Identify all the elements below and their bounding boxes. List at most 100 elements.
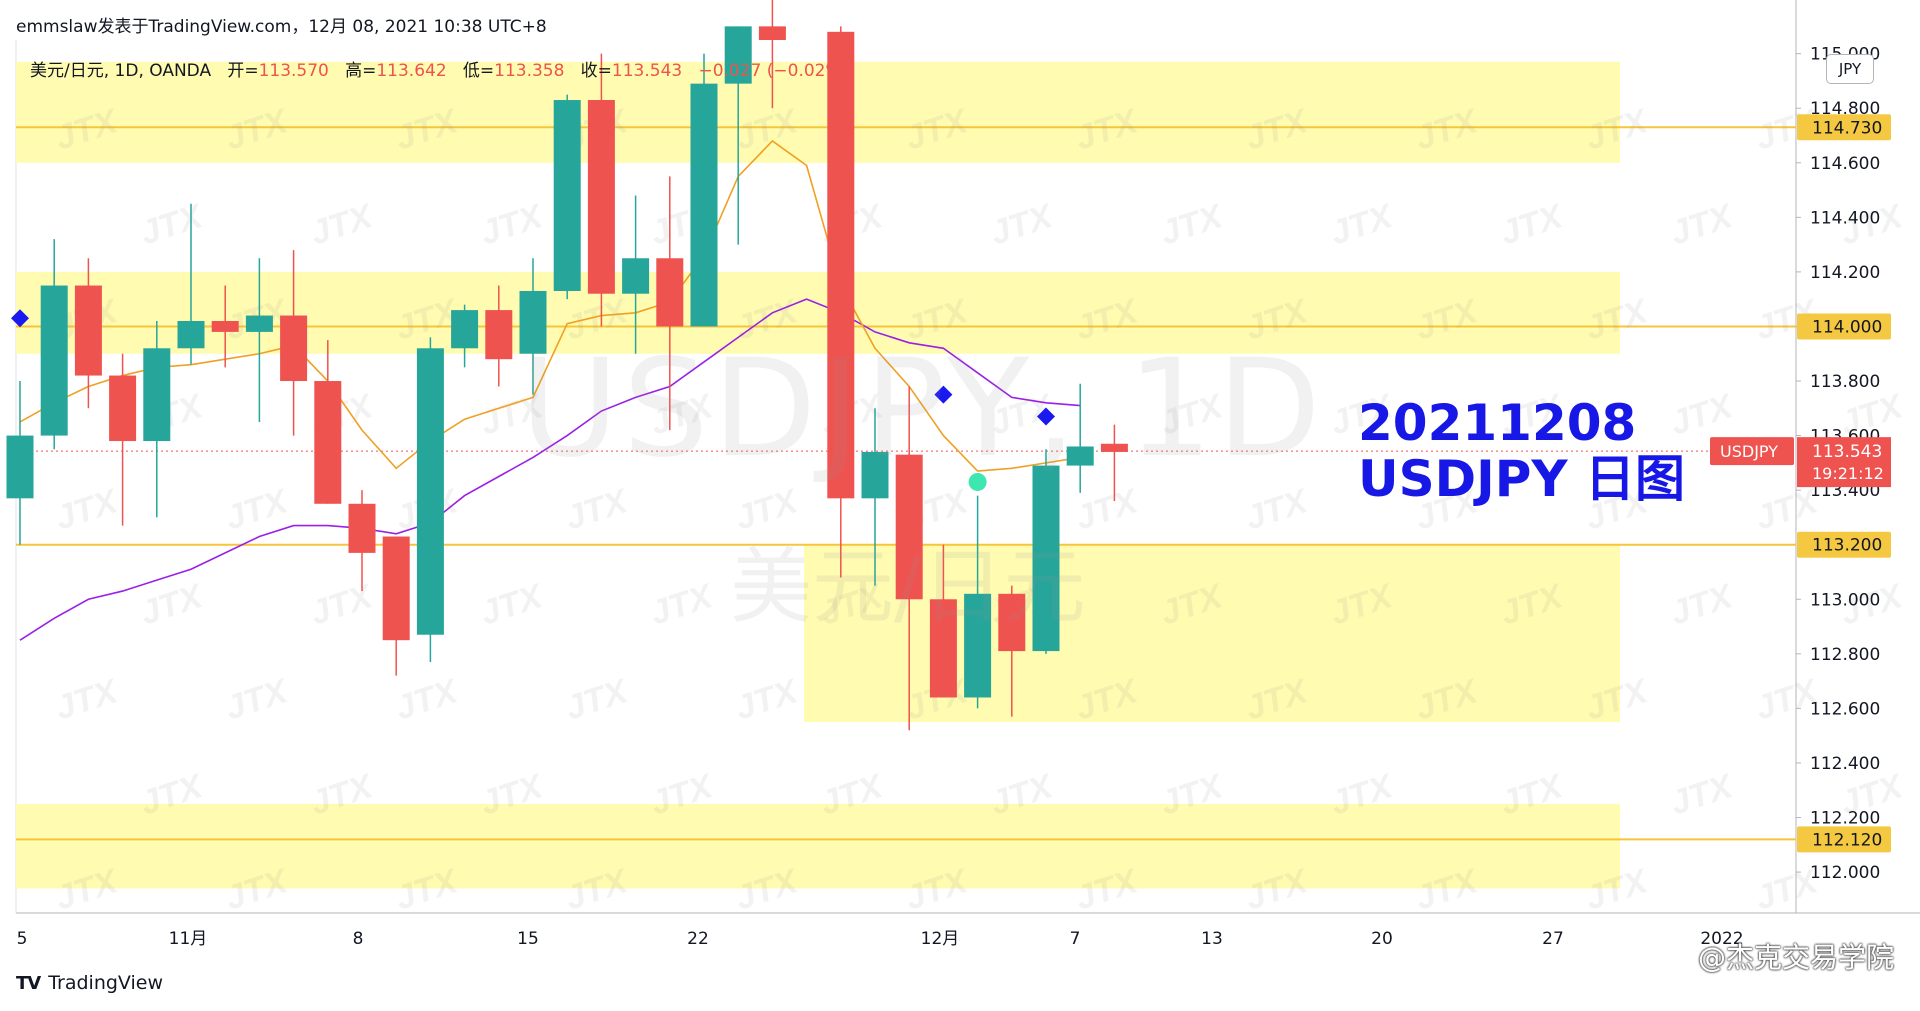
candle-body bbox=[998, 593, 1026, 652]
open-label: 开= bbox=[227, 61, 259, 81]
level-price-tag bbox=[1797, 114, 1891, 141]
jtx-watermark: JTX bbox=[1496, 196, 1569, 252]
signal-diamond bbox=[11, 309, 29, 328]
candle-body bbox=[553, 100, 581, 291]
level-price-tag bbox=[1797, 826, 1891, 853]
weibo-watermark: @杰克交易学院 bbox=[1697, 941, 1894, 974]
symbol-tag bbox=[1710, 437, 1794, 466]
change-value: −0.027 (−0.02%) bbox=[698, 61, 849, 81]
jtx-watermark: JTX bbox=[1666, 196, 1739, 252]
price-tag-value: 113.543 bbox=[1812, 442, 1882, 462]
jtx-watermark: JTX bbox=[986, 196, 1059, 252]
candle-body bbox=[109, 375, 137, 442]
jtx-watermark: JTX bbox=[1156, 196, 1229, 252]
support-resistance-zone bbox=[16, 61, 1620, 163]
symbol-line: 美元/日元, 1D, OANDA bbox=[30, 61, 212, 81]
candle-body bbox=[348, 503, 376, 553]
candle-body bbox=[690, 83, 718, 327]
candle-body bbox=[724, 26, 752, 84]
candle-body bbox=[211, 320, 239, 332]
y-tick-label: 114.200 bbox=[1810, 263, 1880, 283]
jtx-watermark: JTX bbox=[306, 576, 379, 632]
jtx-watermark: JTX bbox=[1666, 766, 1739, 822]
jtx-watermark: JTX bbox=[136, 576, 209, 632]
x-tick-label: 12月 bbox=[921, 929, 960, 949]
level-price-label: 112.120 bbox=[1812, 830, 1882, 850]
jtx-watermark: JTX bbox=[646, 576, 719, 632]
ohlc-legend: 美元/日元, 1D, OANDA 开=113.570 高=113.642 低=1… bbox=[30, 56, 848, 81]
x-tick-label: 15 bbox=[517, 929, 539, 949]
high-value: 113.642 bbox=[376, 61, 447, 81]
y-tick-label: 112.400 bbox=[1810, 754, 1880, 774]
candle-body bbox=[314, 381, 342, 504]
candle-body bbox=[895, 454, 923, 600]
x-tick-label: 13 bbox=[1201, 929, 1223, 949]
candle-body bbox=[1032, 465, 1060, 652]
jtx-watermark: JTX bbox=[476, 196, 549, 252]
jtx-watermark: JTX bbox=[221, 671, 294, 727]
candle-body bbox=[587, 100, 615, 294]
candle-body bbox=[827, 31, 855, 499]
candle-body bbox=[929, 599, 957, 698]
x-tick-label: 11月 bbox=[169, 929, 208, 949]
price-tag bbox=[1797, 437, 1891, 488]
x-tick-label: 8 bbox=[353, 929, 364, 949]
candle-body bbox=[280, 315, 308, 382]
jtx-watermark: JTX bbox=[136, 196, 209, 252]
symbol-tag-label: USDJPY bbox=[1720, 442, 1778, 461]
sma-slow-line bbox=[19, 298, 1081, 641]
y-tick-label: 114.600 bbox=[1810, 154, 1880, 174]
candle-body bbox=[964, 593, 992, 698]
candle-body bbox=[177, 320, 205, 349]
jtx-watermark: JTX bbox=[476, 576, 549, 632]
y-tick-label: 114.400 bbox=[1810, 208, 1880, 228]
signal-diamond bbox=[1037, 407, 1055, 426]
y-tick-label: 112.800 bbox=[1810, 645, 1880, 665]
price-tag-countdown: 19:21:12 bbox=[1812, 464, 1884, 483]
support-resistance-zone bbox=[16, 803, 1620, 889]
tradingview-logo[interactable]: TV TradingView bbox=[16, 972, 163, 994]
level-price-label: 114.000 bbox=[1812, 317, 1882, 337]
jtx-watermark: JTX bbox=[51, 481, 124, 537]
annotation-date: 20211208 bbox=[1358, 394, 1637, 452]
high-label: 高= bbox=[345, 61, 377, 81]
jtx-watermark: JTX bbox=[306, 196, 379, 252]
candle-body bbox=[40, 285, 68, 436]
x-tick-label: 22 bbox=[687, 929, 709, 949]
y-tick-label: 113.000 bbox=[1810, 590, 1880, 610]
brand-name: TradingView bbox=[48, 972, 164, 994]
candle-body bbox=[622, 258, 650, 294]
jtx-watermark: JTX bbox=[1666, 576, 1739, 632]
chart-annotation[interactable]: 20211208 USDJPY 日图 bbox=[1358, 395, 1685, 507]
level-price-label: 113.200 bbox=[1812, 536, 1882, 556]
level-price-tag bbox=[1797, 313, 1891, 340]
jtx-watermark: JTX bbox=[391, 671, 464, 727]
y-tick-label: 114.800 bbox=[1810, 99, 1880, 119]
signal-diamond bbox=[934, 385, 953, 404]
x-tick-label: 5 bbox=[17, 929, 28, 949]
candle-body bbox=[656, 258, 684, 327]
candle-body bbox=[758, 26, 786, 40]
jtx-watermark: JTX bbox=[561, 671, 634, 727]
open-value: 113.570 bbox=[258, 61, 329, 81]
jtx-watermark: JTX bbox=[561, 481, 634, 537]
level-price-label: 114.730 bbox=[1812, 118, 1882, 138]
currency-button[interactable]: JPY bbox=[1826, 54, 1874, 84]
x-tick-label: 2022 bbox=[1700, 929, 1743, 949]
candle-body bbox=[1066, 446, 1094, 466]
publish-info: emmslaw发表于TradingView.com，12月 08, 2021 1… bbox=[16, 17, 547, 37]
jtx-watermark: JTX bbox=[1326, 196, 1399, 252]
low-value: 113.358 bbox=[494, 61, 565, 81]
annotation-title: USDJPY 日图 bbox=[1358, 450, 1685, 508]
x-tick-label: 20 bbox=[1371, 929, 1393, 949]
y-tick-label: 112.000 bbox=[1810, 863, 1880, 883]
close-label: 收= bbox=[580, 61, 612, 81]
symbol-watermark: USDJPY, 1D bbox=[520, 330, 1325, 487]
y-tick-label: 113.800 bbox=[1810, 372, 1880, 392]
jtx-watermark: JTX bbox=[731, 671, 804, 727]
close-value: 113.543 bbox=[611, 61, 683, 81]
y-tick-label: 112.200 bbox=[1810, 809, 1880, 829]
x-tick-label: 7 bbox=[1070, 929, 1081, 949]
candle-body bbox=[451, 310, 479, 349]
